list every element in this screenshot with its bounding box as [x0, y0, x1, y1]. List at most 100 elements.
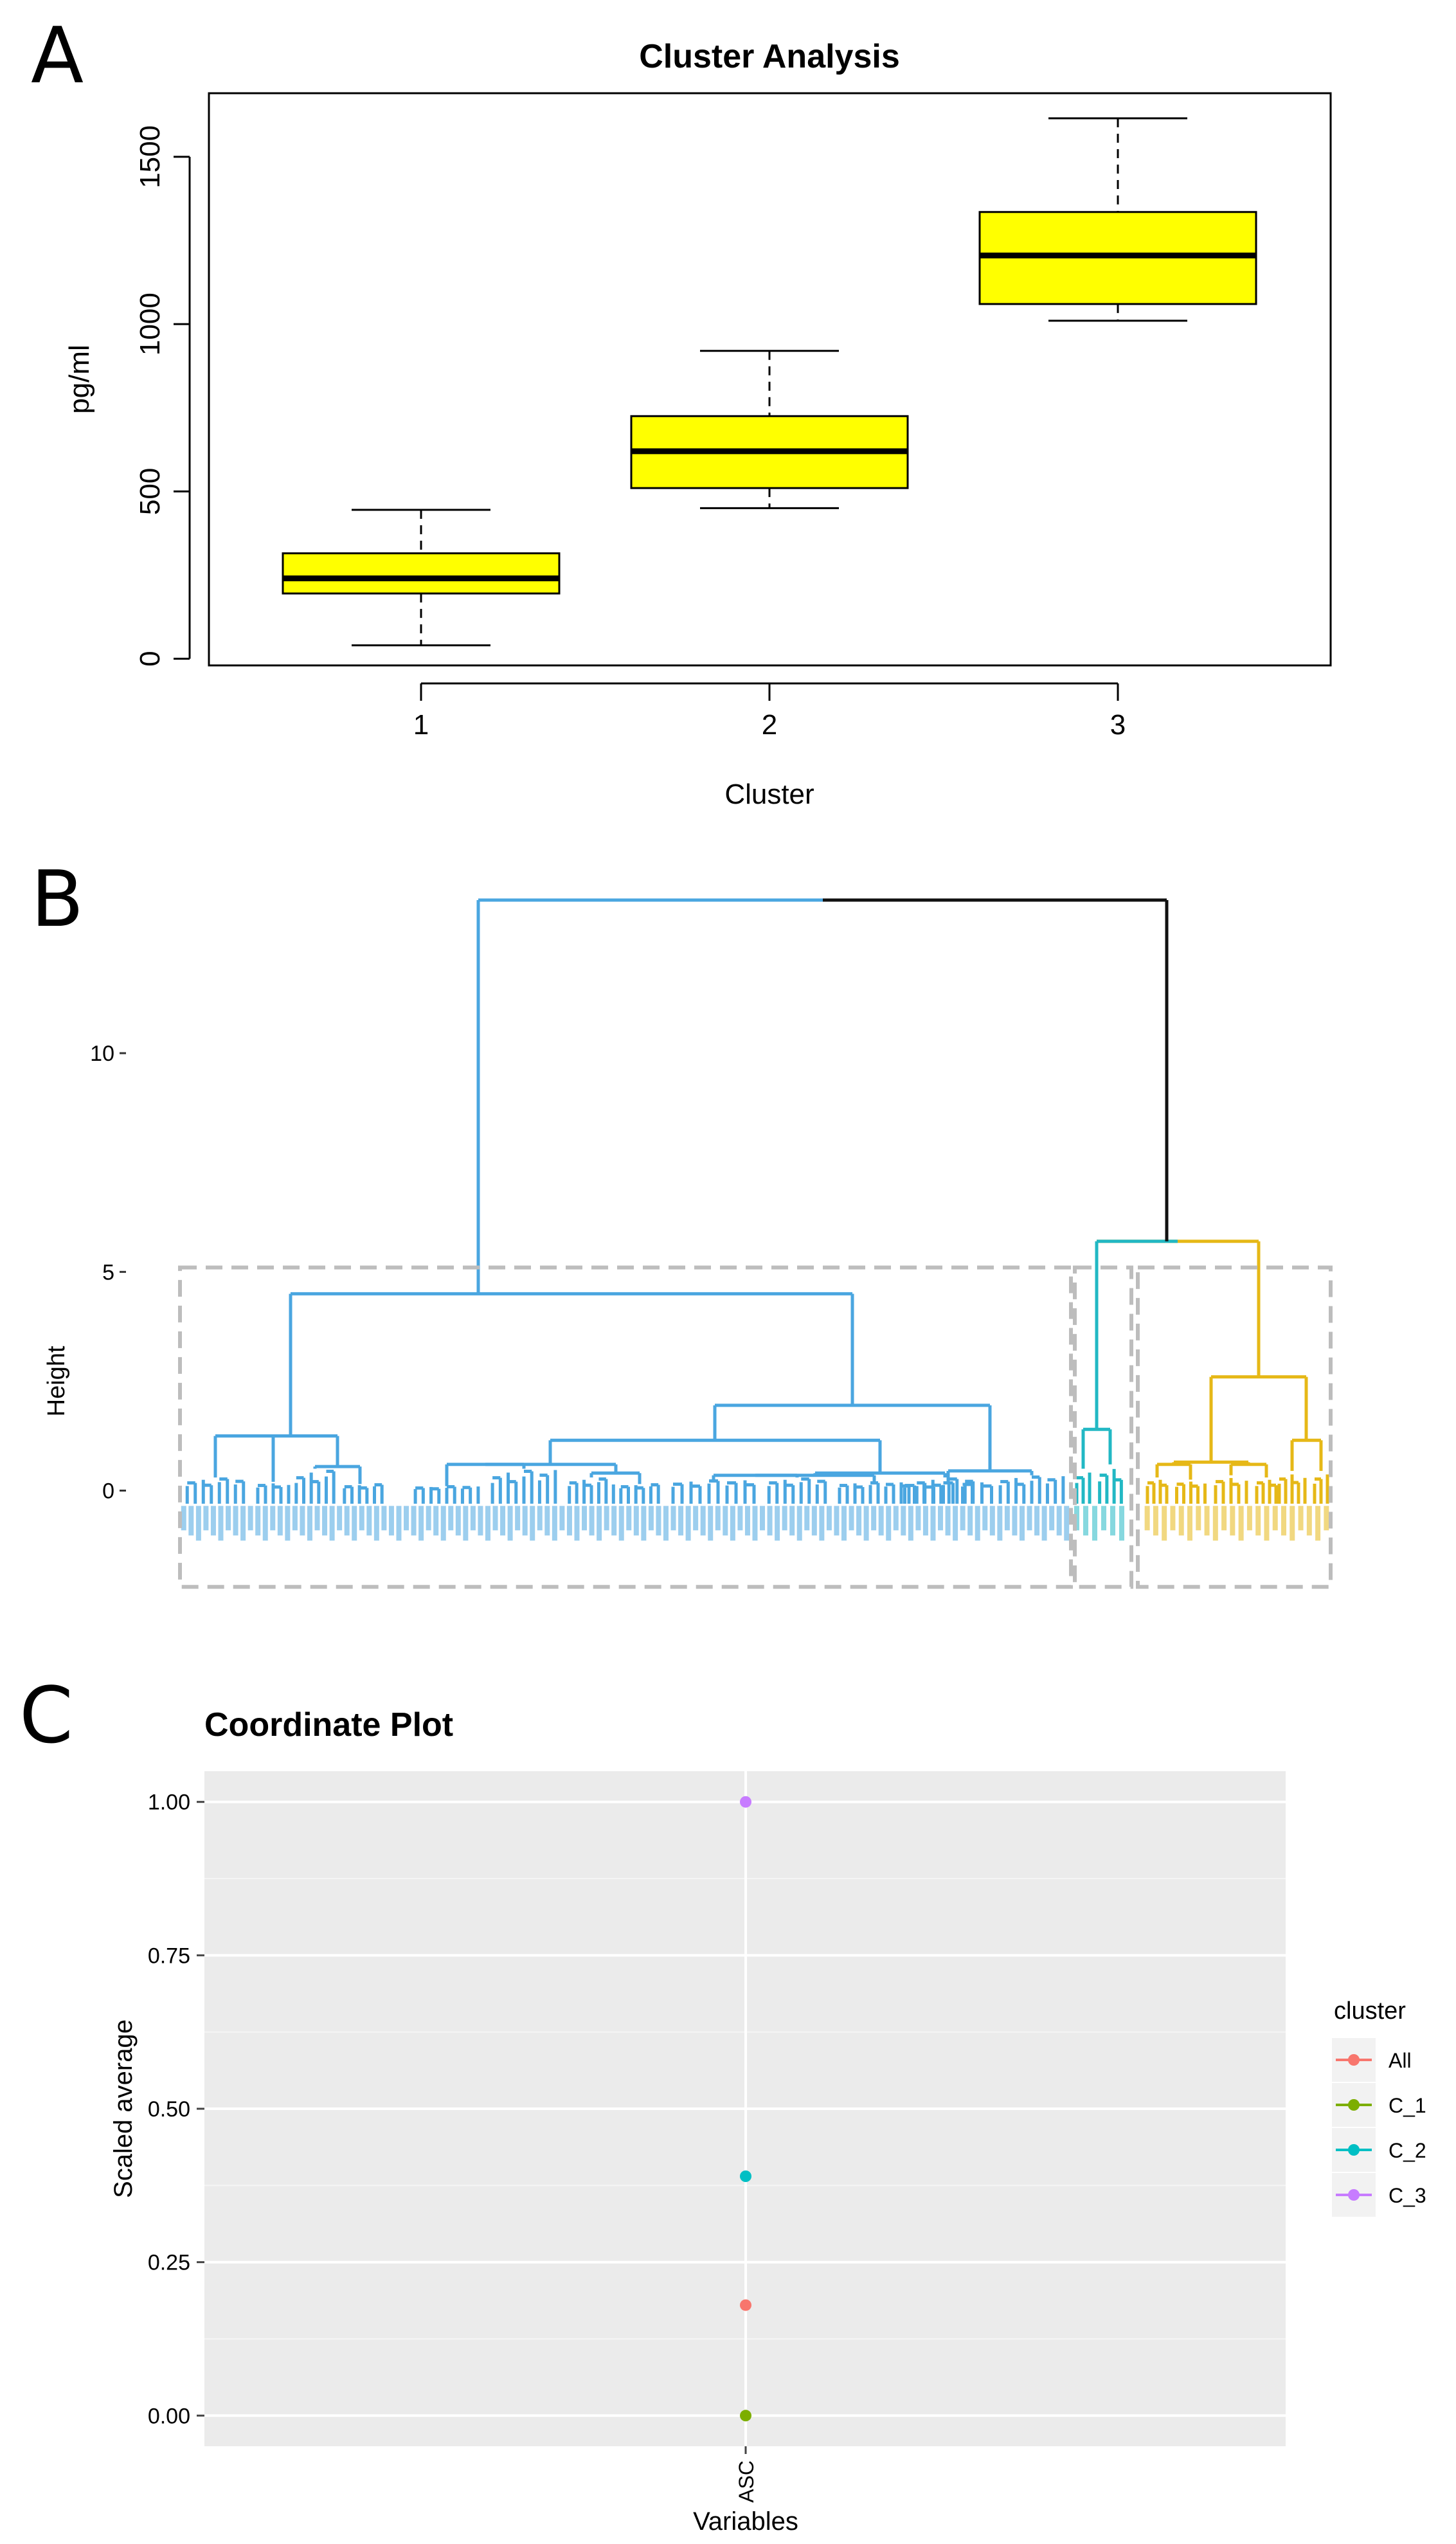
- leaf-label: [782, 1506, 787, 1531]
- leaf-label: [856, 1506, 862, 1536]
- leaf-label: [604, 1506, 609, 1531]
- leaf-label: [1272, 1506, 1278, 1531]
- leaf-label: [589, 1506, 595, 1536]
- leaf-label: [218, 1506, 224, 1541]
- leaf-label: [989, 1506, 995, 1536]
- chart-title: Cluster Analysis: [639, 38, 900, 75]
- panel-letter-a: A: [31, 12, 84, 101]
- leaf-label: [426, 1506, 431, 1531]
- leaf-label: [366, 1506, 372, 1536]
- cluster-rect-3: [1136, 1265, 1333, 1589]
- point-All: [740, 2299, 751, 2311]
- leaf-label: [1034, 1506, 1040, 1536]
- leaf-label: [337, 1506, 343, 1531]
- leaf-label: [708, 1506, 714, 1541]
- panel-letter-c: C: [19, 1672, 73, 1761]
- y-tick-label: 1.00: [148, 1791, 190, 1815]
- y-axis-label: pg/ml: [64, 345, 95, 414]
- leaf-label: [1083, 1506, 1088, 1536]
- cluster-rect-2: [1073, 1265, 1133, 1589]
- y-tick-label: 0.00: [148, 2404, 190, 2428]
- leaf-label: [960, 1506, 966, 1531]
- leaf-label: [1315, 1506, 1321, 1541]
- leaf-label: [1255, 1506, 1261, 1536]
- leaf-label: [322, 1506, 328, 1536]
- leaf-label: [633, 1506, 639, 1536]
- leaf-label: [530, 1506, 535, 1541]
- leaf-label: [300, 1506, 305, 1536]
- leaf-label: [1056, 1506, 1062, 1536]
- x-axis-label: Cluster: [724, 779, 814, 810]
- legend-label-All: All: [1389, 2049, 1412, 2072]
- y-tick-label: 1000: [134, 293, 166, 356]
- leaf-label: [1306, 1506, 1312, 1536]
- leaf-label: [210, 1506, 216, 1536]
- x-tick-label: 2: [762, 709, 777, 741]
- leaf-label: [1170, 1506, 1176, 1531]
- leaf-label: [834, 1506, 840, 1536]
- leaf-label: [329, 1506, 335, 1541]
- leaf-label: [804, 1506, 810, 1531]
- panel-letter-b: B: [31, 855, 84, 944]
- y-tick-label: 0.75: [148, 1944, 190, 1968]
- leaf-label: [492, 1506, 498, 1531]
- y-tick-label: 0: [134, 651, 166, 666]
- leaf-label: [485, 1506, 490, 1541]
- leaf-label: [1049, 1506, 1055, 1531]
- point-C_1: [740, 2410, 751, 2422]
- leaf-label: [262, 1506, 268, 1541]
- leaf-label: [997, 1506, 1003, 1541]
- leaf-label: [566, 1506, 572, 1536]
- leaf-label: [1178, 1506, 1184, 1536]
- dendrogram-chart: Height 0 5 10: [43, 898, 1333, 1589]
- leaf-label: [522, 1506, 528, 1536]
- leaf-label: [1004, 1506, 1010, 1531]
- leaf-label: [893, 1506, 899, 1531]
- leaf-label: [1064, 1506, 1070, 1541]
- leaf-label: [811, 1506, 817, 1536]
- leaf-label: [730, 1506, 735, 1541]
- leaf-label: [841, 1506, 847, 1541]
- leaf-label: [1041, 1506, 1047, 1541]
- leaf-label: [411, 1506, 417, 1536]
- leaf-label: [537, 1506, 543, 1531]
- leaf-label: [188, 1506, 194, 1536]
- leaf-label: [700, 1506, 706, 1536]
- leaf-label: [233, 1506, 238, 1536]
- leaf-label: [463, 1506, 469, 1541]
- leaf-label: [826, 1506, 832, 1531]
- leaf-label: [796, 1506, 802, 1541]
- leaf-label: [1204, 1506, 1210, 1536]
- leaf-label: [1324, 1506, 1329, 1531]
- leaf-label: [582, 1506, 588, 1531]
- leaf-label: [685, 1506, 691, 1541]
- leaf-label: [975, 1506, 980, 1541]
- leaf-label: [737, 1506, 743, 1531]
- leaf-label: [901, 1506, 906, 1536]
- leaf-label: [195, 1506, 201, 1541]
- leaf-label: [440, 1506, 446, 1541]
- leaf-label: [1246, 1506, 1252, 1531]
- leaf-label: [1221, 1506, 1227, 1531]
- leaf-label: [307, 1506, 312, 1541]
- coordinate-plot-chart: Coordinate Plot 0.00 0.25 0.50 0.75 1.00 ASC Va…: [109, 1706, 1426, 2536]
- leaf-label: [1238, 1506, 1244, 1541]
- leaf-label: [1281, 1506, 1286, 1536]
- leaf-label: [922, 1506, 928, 1536]
- y-tick-label: 500: [134, 468, 166, 515]
- point-C_2: [740, 2170, 751, 2182]
- y-axis-label: Height: [43, 1346, 70, 1416]
- leaf-label: [1153, 1506, 1158, 1536]
- legend-key-point: [1348, 2099, 1360, 2111]
- leaf-label: [678, 1506, 684, 1536]
- leaf-label: [752, 1506, 758, 1541]
- leaf-label: [886, 1506, 892, 1541]
- boxplot-chart: Cluster Analysis 0 500 1000 1500 pg/ml 1 2 3 Clus…: [64, 38, 1332, 810]
- leaf-label: [285, 1506, 291, 1541]
- legend-label-C_3: C_3: [1389, 2184, 1426, 2207]
- leaf-label: [693, 1506, 699, 1531]
- legend-key-point: [1348, 2189, 1360, 2201]
- y-tick-label: 0.25: [148, 2251, 190, 2275]
- leaf-label: [1298, 1506, 1304, 1531]
- leaf-label: [930, 1506, 936, 1541]
